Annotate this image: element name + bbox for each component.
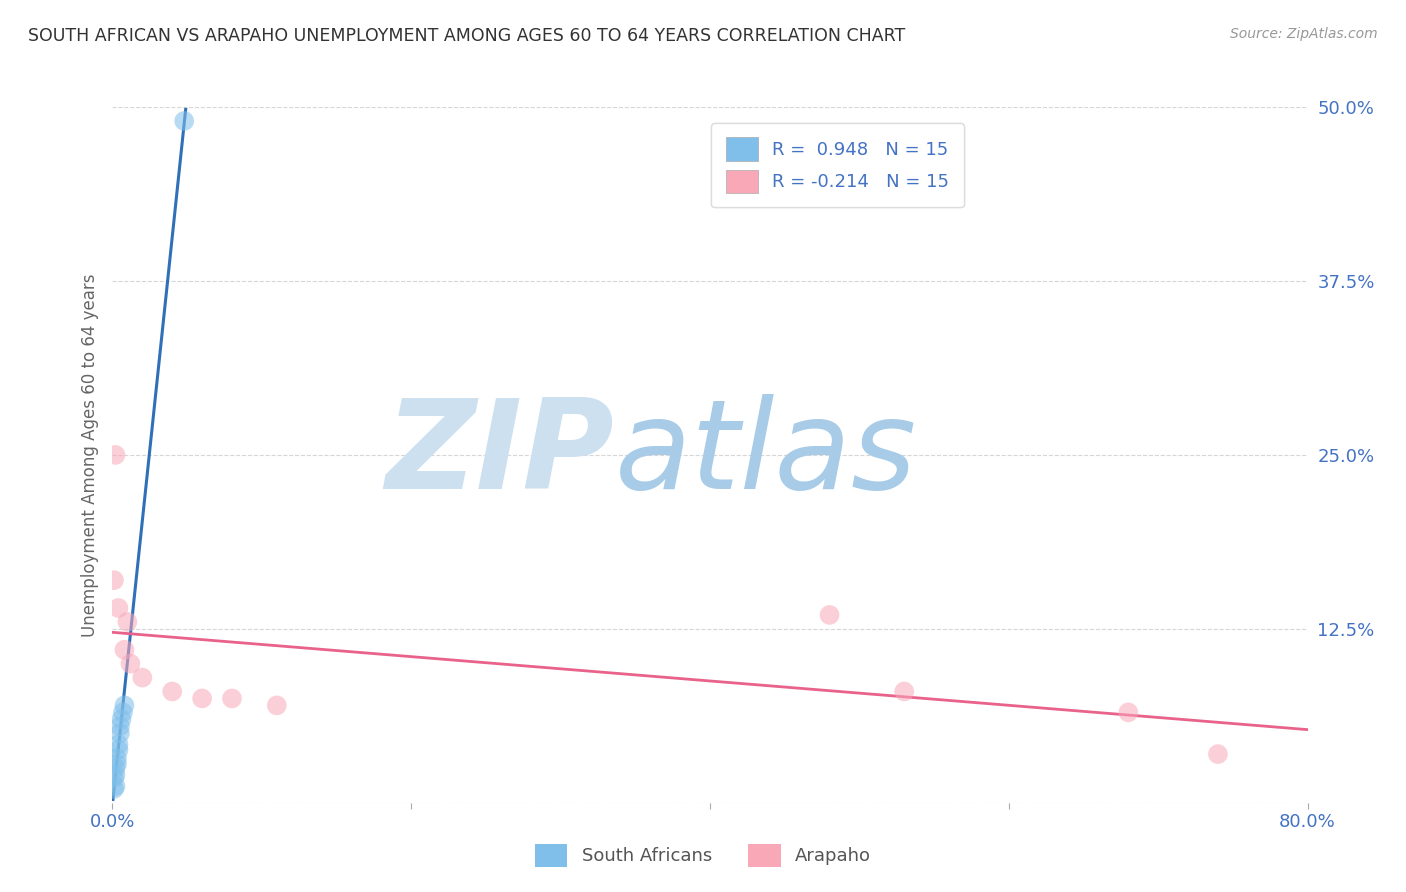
Legend: R =  0.948   N = 15, R = -0.214   N = 15: R = 0.948 N = 15, R = -0.214 N = 15	[711, 123, 965, 207]
Point	[108, 719, 131, 733]
Point	[818, 607, 841, 622]
Point	[117, 615, 139, 629]
Point	[120, 657, 142, 671]
Point	[266, 698, 288, 713]
Point	[104, 761, 127, 775]
Point	[110, 712, 132, 726]
Point	[104, 768, 127, 782]
Point	[105, 751, 128, 765]
Point	[131, 671, 153, 685]
Point	[107, 737, 129, 751]
Point	[108, 726, 131, 740]
Point	[104, 448, 127, 462]
Legend: South Africans, Arapaho: South Africans, Arapaho	[527, 837, 879, 874]
Point	[105, 756, 128, 771]
Text: atlas: atlas	[614, 394, 917, 516]
Point	[103, 573, 125, 587]
Point	[173, 114, 195, 128]
Text: ZIP: ZIP	[385, 394, 614, 516]
Point	[103, 781, 125, 796]
Point	[114, 698, 135, 713]
Point	[893, 684, 915, 698]
Point	[1206, 747, 1229, 761]
Point	[162, 684, 183, 698]
Text: Source: ZipAtlas.com: Source: ZipAtlas.com	[1230, 27, 1378, 41]
Point	[107, 601, 129, 615]
Point	[191, 691, 214, 706]
Point	[104, 779, 127, 793]
Point	[1118, 706, 1140, 720]
Point	[111, 706, 134, 720]
Y-axis label: Unemployment Among Ages 60 to 64 years: Unemployment Among Ages 60 to 64 years	[80, 273, 98, 637]
Point	[107, 743, 129, 757]
Point	[221, 691, 243, 706]
Text: SOUTH AFRICAN VS ARAPAHO UNEMPLOYMENT AMONG AGES 60 TO 64 YEARS CORRELATION CHAR: SOUTH AFRICAN VS ARAPAHO UNEMPLOYMENT AM…	[28, 27, 905, 45]
Point	[114, 642, 135, 657]
Point	[103, 771, 125, 785]
